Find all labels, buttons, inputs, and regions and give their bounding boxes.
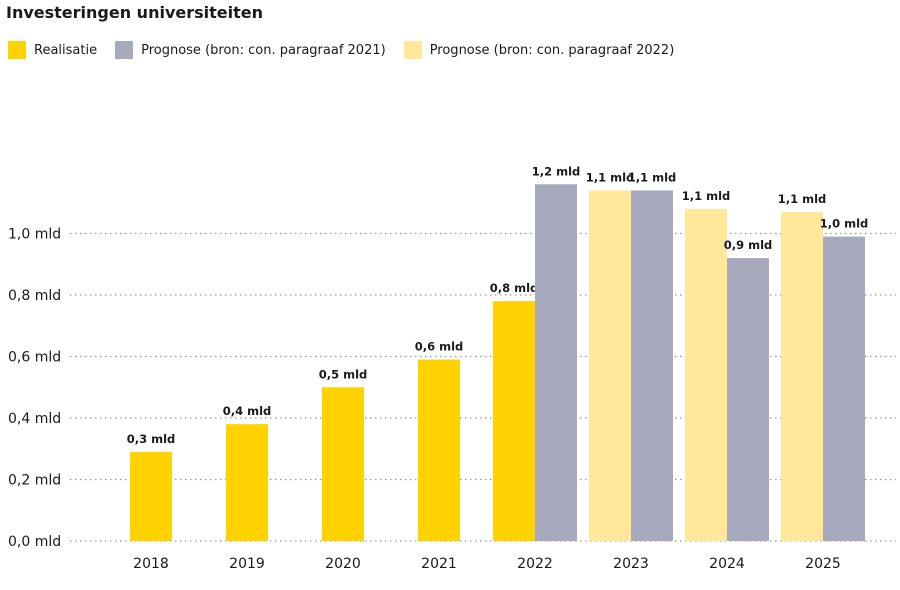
y-tick-label: 1,0 mld <box>8 227 61 243</box>
bar-prognose-2021 <box>631 190 673 541</box>
x-tick-label: 2025 <box>805 556 841 572</box>
data-label: 1,2 mld <box>532 164 581 178</box>
bar-realisatie <box>493 301 535 541</box>
y-tick-label: 0,0 mld <box>8 534 61 550</box>
bar-realisatie <box>226 424 268 541</box>
bar-realisatie <box>322 387 364 541</box>
legend-swatch-realisatie <box>8 41 26 59</box>
legend: Realisatie Prognose (bron: con. paragraa… <box>8 41 692 59</box>
bar-realisatie <box>418 359 460 541</box>
data-label: 0,3 mld <box>127 432 176 446</box>
legend-swatch-prognose-2021 <box>115 41 134 59</box>
y-tick-label: 0,6 mld <box>8 350 61 366</box>
x-tick-label: 2018 <box>133 556 169 572</box>
legend-label-realisatie: Realisatie <box>34 42 98 58</box>
bar-prognose-2021 <box>727 258 769 541</box>
bar-prognose-2021 <box>535 184 577 542</box>
data-label: 0,9 mld <box>724 238 773 252</box>
data-label: 1,1 mld <box>682 189 731 203</box>
legend-item-prognose-2021: Prognose (bron: con. paragraaf 2021) <box>115 41 386 59</box>
data-label: 0,8 mld <box>490 281 539 295</box>
bar-prognose-2022 <box>589 190 631 541</box>
data-label: 0,4 mld <box>223 404 272 418</box>
bar-realisatie <box>130 451 172 541</box>
bar-prognose-2022 <box>781 211 823 541</box>
data-label: 0,6 mld <box>415 340 464 354</box>
y-tick-label: 0,8 mld <box>8 288 61 304</box>
x-tick-label: 2020 <box>325 556 361 572</box>
x-tick-label: 2022 <box>517 556 553 572</box>
legend-label-prognose-2021: Prognose (bron: con. paragraaf 2021) <box>141 42 386 58</box>
data-label: 1,0 mld <box>820 217 869 231</box>
legend-item-prognose-2022: Prognose (bron: con. paragraaf 2022) <box>403 41 675 59</box>
bar-prognose-2022 <box>685 208 727 541</box>
legend-label-prognose-2022: Prognose (bron: con. paragraaf 2022) <box>429 42 675 58</box>
x-tick-label: 2019 <box>229 556 265 572</box>
x-tick-label: 2023 <box>613 556 649 572</box>
x-tick-label: 2024 <box>709 556 745 572</box>
data-label: 1,1 mld <box>628 170 677 184</box>
bar-prognose-2021 <box>823 236 865 541</box>
data-label: 0,5 mld <box>319 367 368 381</box>
chart-title: Investeringen universiteiten <box>6 3 263 22</box>
y-tick-label: 0,4 mld <box>8 411 61 427</box>
data-label: 1,1 mld <box>778 192 827 206</box>
legend-item-realisatie: Realisatie <box>8 41 97 59</box>
data-label: 1,1 mld <box>586 170 635 184</box>
x-tick-label: 2021 <box>421 556 457 572</box>
y-tick-label: 0,2 mld <box>8 473 61 489</box>
legend-swatch-prognose-2022 <box>403 41 422 59</box>
